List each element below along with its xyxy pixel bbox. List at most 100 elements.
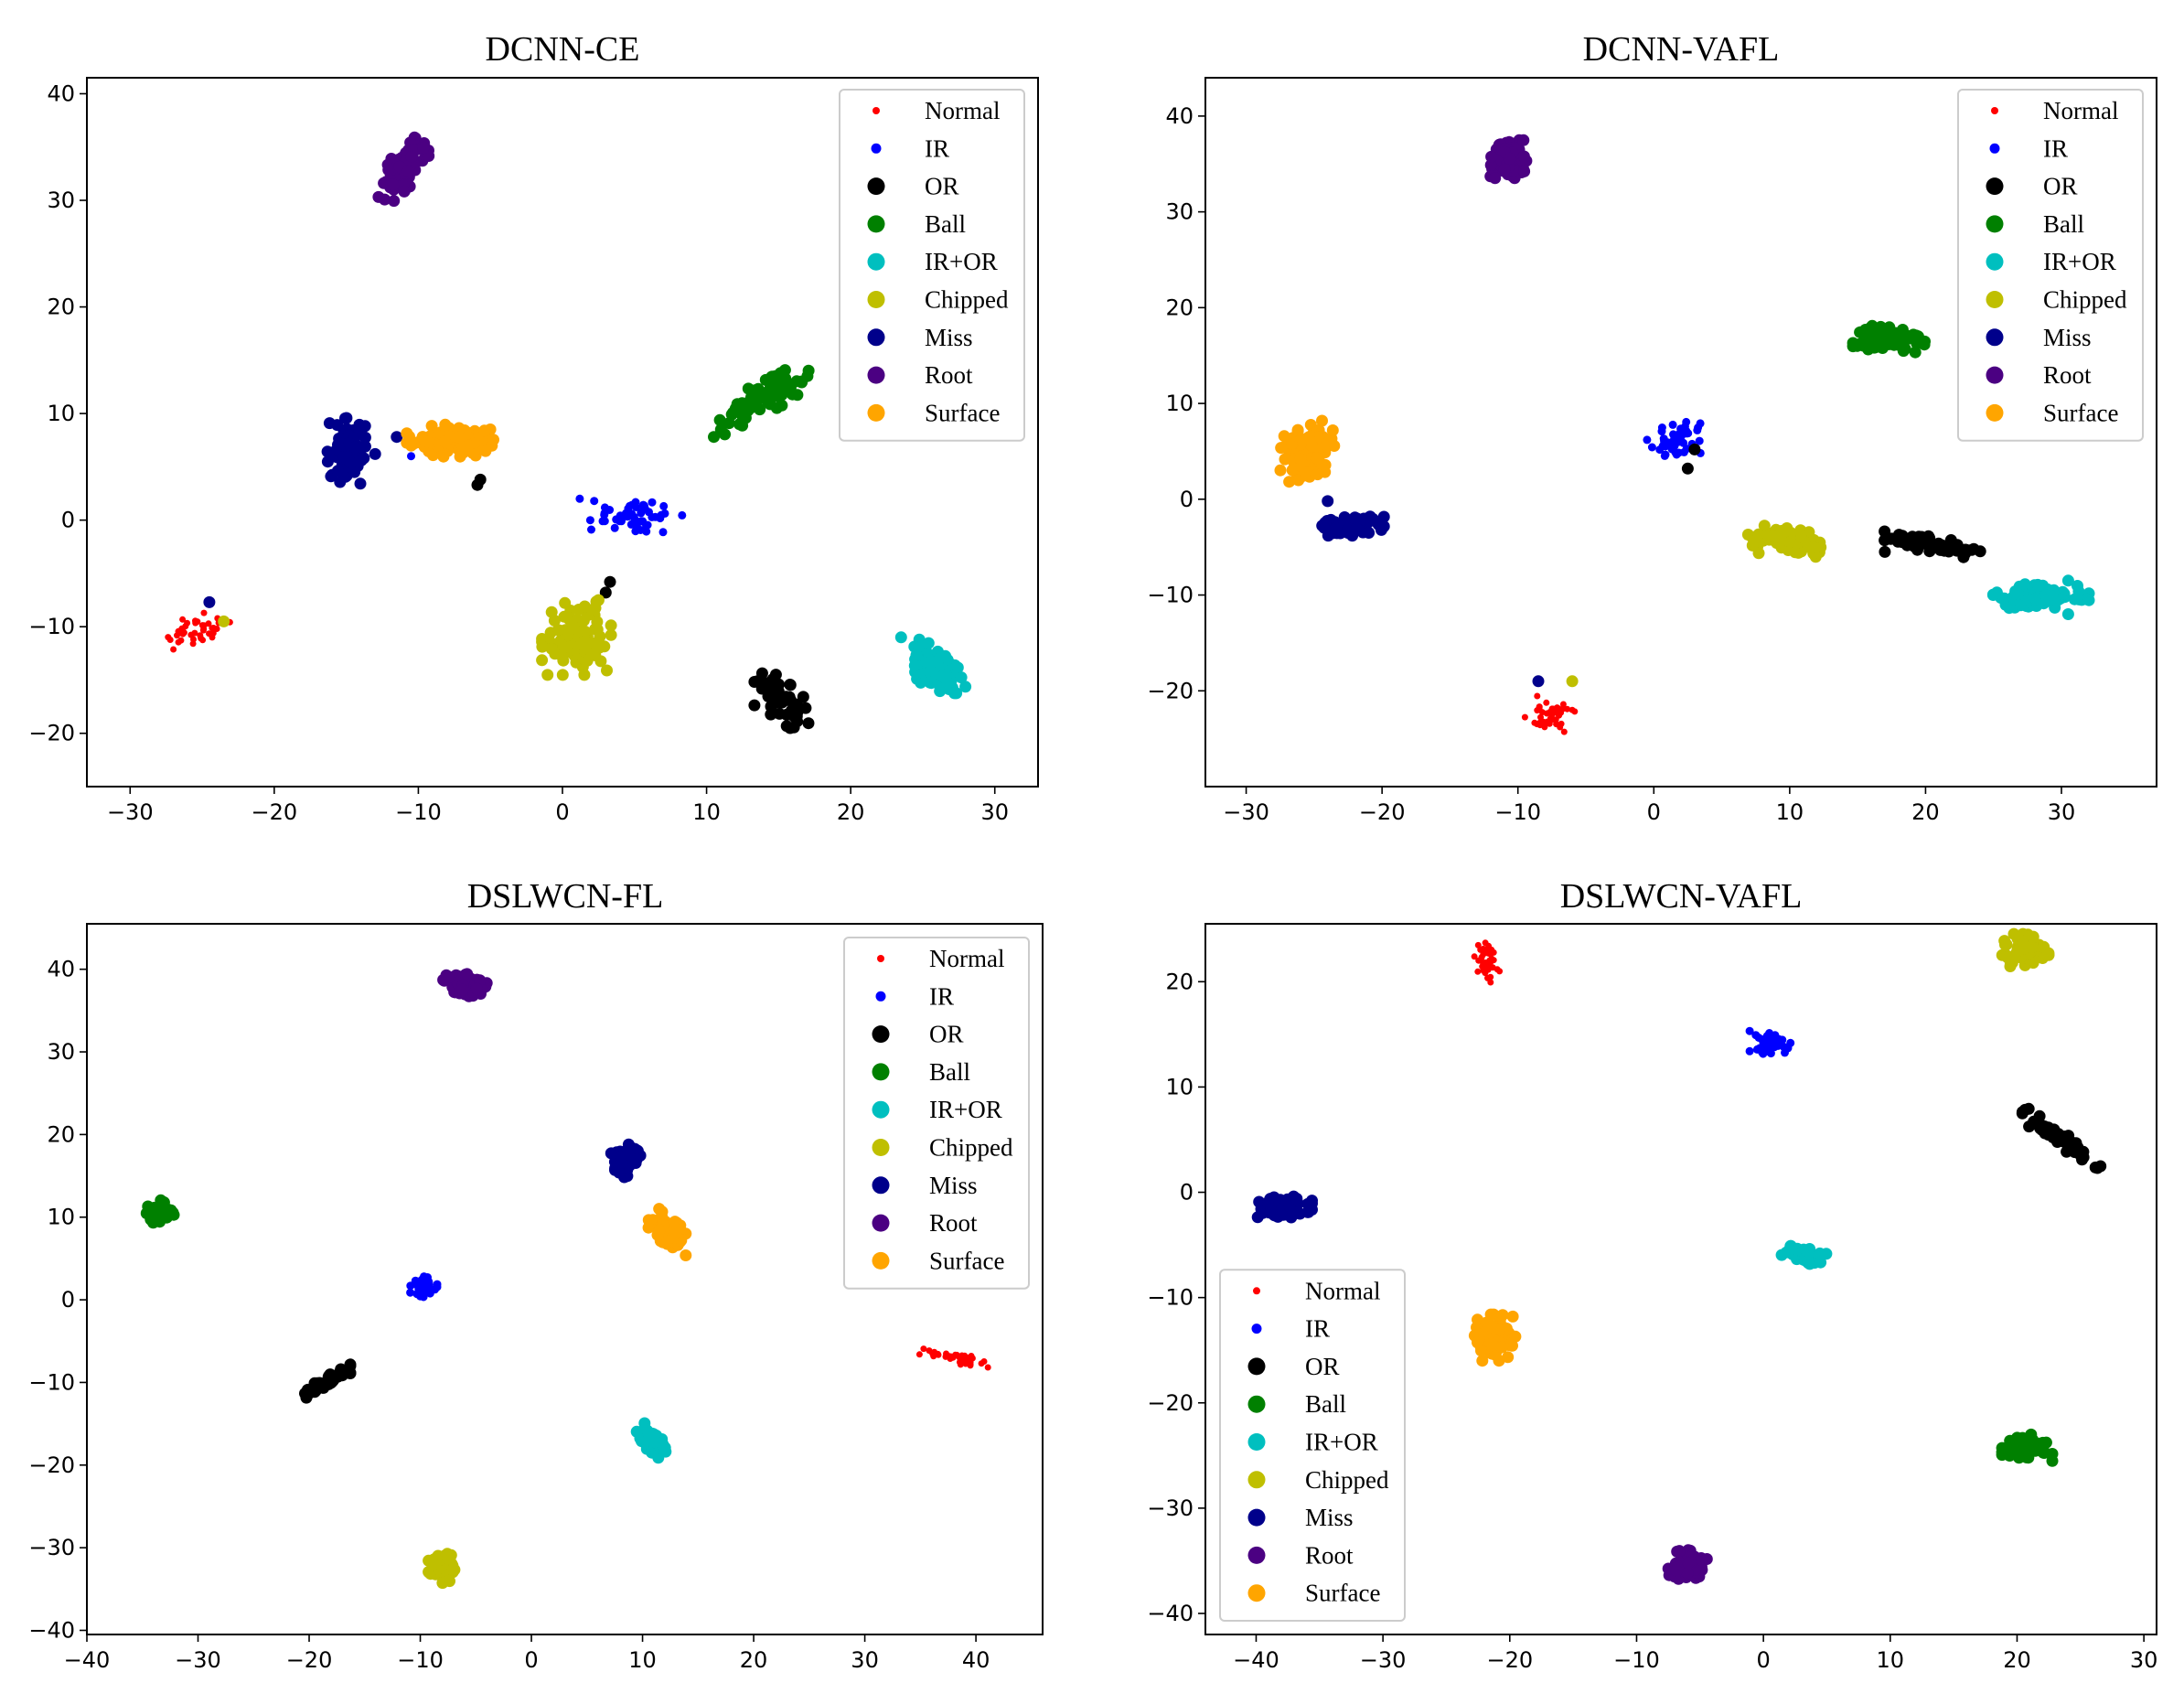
x-tick-label: 20 [2003,1647,2031,1673]
y-tick-label: −30 [1147,1495,1194,1521]
data-point [479,445,492,457]
legend-label: IR+OR [1305,1429,1378,1456]
data-point [407,452,415,461]
data-point [340,412,353,424]
data-point [1517,134,1530,146]
data-point [1771,1031,1780,1040]
legend-marker [872,1139,890,1156]
legend-marker [1253,1287,1260,1295]
data-point [1377,520,1390,532]
data-point [1746,539,1759,552]
data-point [1502,1351,1515,1364]
series-ball [708,364,815,444]
data-point [950,687,963,700]
data-point [536,640,549,653]
y-tick-label: 10 [47,401,75,426]
data-point [157,1206,170,1218]
data-point [388,195,401,208]
data-point [936,670,948,682]
data-point [2065,1143,2078,1156]
data-point [1495,1341,1508,1354]
data-point [610,523,619,532]
series-ball [140,1194,180,1229]
legend-marker [867,366,885,384]
data-point [661,1235,674,1248]
data-point [300,1391,313,1404]
data-point [406,1288,415,1297]
data-point [1547,709,1554,715]
legend-marker [1986,328,2004,347]
x-tick-label: 10 [1877,1647,1905,1673]
data-point [657,510,666,520]
legend-label: IR [2043,134,2068,162]
data-point [323,417,336,430]
data-point [405,439,417,452]
data-point [1306,1195,1318,1207]
legend-label: OR [929,1021,964,1048]
legend-label: Surface [1305,1580,1380,1607]
series-root [1484,134,1533,185]
data-point [398,185,411,198]
series-root [372,131,435,208]
data-point [1487,979,1494,986]
x-tick-label: 20 [1911,799,1940,825]
data-point [600,510,609,520]
data-point [605,1147,617,1160]
data-point [1670,1564,1683,1577]
data-point [369,447,381,460]
x-tick-label: 10 [628,1647,657,1673]
data-point [1780,1246,1793,1259]
data-point [1498,163,1511,176]
data-point [1496,1309,1509,1322]
data-point [578,600,591,613]
x-tick-label: −30 [1223,799,1269,825]
data-point [308,1377,321,1389]
data-point [784,679,797,691]
legend-label: Miss [2043,324,2092,351]
data-point [327,1371,340,1384]
data-point [2037,579,2050,592]
legend-marker [867,328,885,347]
x-tick-label: −10 [397,1647,444,1673]
data-point [958,1356,965,1364]
data-point [433,1282,442,1291]
data-point [405,150,418,163]
data-point [1531,719,1538,726]
legend-label: Miss [1305,1504,1354,1531]
series-surface [401,418,499,463]
series-surface [642,1203,692,1261]
panel-dslwcn-fl: DSLWCN-FL −40 −30 −20 −10 0 10 20 30 40 −40 −30 −20… [28,877,1044,1673]
data-point [192,619,199,627]
data-point [773,707,786,720]
data-point [218,615,230,627]
data-point [920,1345,927,1353]
data-point [669,1226,681,1238]
data-point [461,968,474,981]
data-point [401,427,413,440]
legend-label: Miss [929,1172,978,1199]
data-point [1485,964,1493,971]
y-tick-label: 10 [47,1205,75,1230]
data-point [577,614,590,627]
legend-marker [871,143,882,154]
series-ball [1847,319,1931,359]
data-point [1521,713,1528,721]
data-point [1999,938,2011,951]
data-point [1643,435,1652,445]
data-point [2076,1153,2088,1166]
data-point [680,1249,692,1261]
data-point [605,619,617,632]
legend-marker [1247,1546,1266,1564]
legend-box [843,937,1030,1290]
legend-marker [1986,252,2004,271]
data-point [802,364,815,377]
data-point [642,1221,655,1234]
data-point [959,681,972,693]
data-point [802,717,815,730]
data-point [587,525,595,534]
x-tick-label: −10 [395,799,442,825]
data-point [599,586,612,599]
data-point [359,431,371,444]
legend-label: OR [2043,173,2078,200]
x-tick-label: 0 [1647,799,1661,825]
